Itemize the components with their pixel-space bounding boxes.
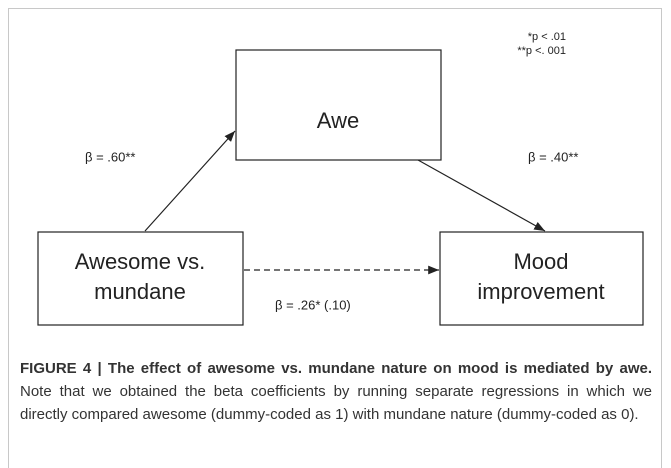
note: **p <. 001 [517,45,566,57]
edge-label: β = .60** [85,149,135,164]
figure-frame [8,8,662,468]
caption-text: Note that we obtained the beta coefficie… [20,383,652,423]
caption: FIGURE 4 | The effect of awesome vs. mun… [20,357,652,426]
node-box [37,231,244,326]
node-label: mundane [94,279,186,304]
caption-title: FIGURE 4 | The effect of awesome vs. mun… [20,360,652,377]
node-label: Mood [513,249,568,274]
diagram: *p < .01 **p <. 001 Awe Awesome vs. mund… [37,31,644,326]
edge-arrow [144,130,236,232]
edge-label: β = .26* (.10) [275,297,351,312]
node-label: improvement [477,279,604,304]
edge-arrow [417,159,546,232]
node-label: Awesome vs. [75,249,205,274]
node-label: Awe [317,108,359,133]
node-box [439,231,644,326]
note: *p < .01 [528,31,566,43]
node-box [235,49,442,161]
edge-label: β = .40** [528,149,578,164]
